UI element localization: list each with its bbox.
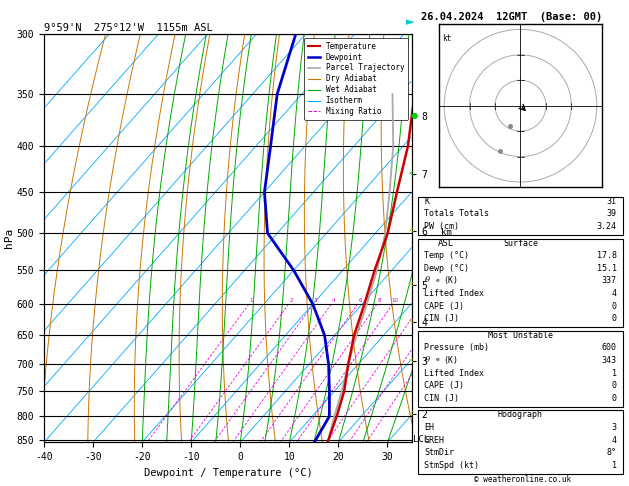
Text: LCL: LCL (413, 435, 429, 445)
Y-axis label: km
ASL: km ASL (438, 228, 454, 248)
Text: CIN (J): CIN (J) (425, 314, 459, 323)
Bar (418, 410, 623, 473)
Text: 4: 4 (611, 289, 616, 298)
Text: Most Unstable: Most Unstable (488, 331, 553, 340)
Text: ►: ► (406, 17, 415, 27)
Text: θ: θ (425, 277, 430, 284)
Text: <: < (409, 356, 414, 365)
Text: e: e (436, 278, 440, 283)
Text: 39: 39 (606, 209, 616, 219)
Y-axis label: hPa: hPa (4, 228, 14, 248)
Text: 2: 2 (289, 298, 292, 303)
Text: 17.8: 17.8 (596, 251, 616, 260)
Legend: Temperature, Dewpoint, Parcel Trajectory, Dry Adiabat, Wet Adiabat, Isotherm, Mi: Temperature, Dewpoint, Parcel Trajectory… (304, 38, 408, 120)
Text: © weatheronline.co.uk: © weatheronline.co.uk (474, 474, 571, 484)
Text: (K): (K) (443, 356, 458, 365)
Text: Totals Totals: Totals Totals (425, 209, 489, 219)
Bar (418, 239, 623, 327)
Text: 6: 6 (358, 298, 362, 303)
Text: 8°: 8° (606, 448, 616, 457)
Text: Dewp (°C): Dewp (°C) (425, 264, 469, 273)
Text: 26.04.2024  12GMT  (Base: 00): 26.04.2024 12GMT (Base: 00) (421, 12, 603, 22)
Bar (418, 197, 623, 235)
Text: 0: 0 (611, 382, 616, 390)
Text: <: < (409, 317, 414, 327)
Text: 1: 1 (611, 461, 616, 470)
Text: 8: 8 (377, 298, 381, 303)
Text: 337: 337 (601, 277, 616, 285)
Text: kt: kt (442, 35, 451, 43)
Text: CAPE (J): CAPE (J) (425, 302, 464, 311)
Text: 15.1: 15.1 (596, 264, 616, 273)
Text: 10: 10 (391, 298, 398, 303)
Text: 1: 1 (250, 298, 253, 303)
Text: θ: θ (425, 356, 430, 364)
Text: ●: ● (410, 111, 418, 120)
Text: 4: 4 (611, 435, 616, 445)
Text: Lifted Index: Lifted Index (425, 369, 484, 378)
Text: e: e (436, 358, 440, 363)
Text: 3: 3 (314, 298, 317, 303)
Text: 0: 0 (611, 314, 616, 323)
Text: 600: 600 (601, 344, 616, 352)
Text: (K): (K) (443, 277, 458, 285)
Text: <: < (409, 226, 414, 235)
Text: StmDir: StmDir (425, 448, 454, 457)
Text: 3: 3 (611, 423, 616, 432)
X-axis label: Dewpoint / Temperature (°C): Dewpoint / Temperature (°C) (143, 468, 313, 478)
Text: <: < (409, 409, 414, 418)
Text: Surface: Surface (503, 239, 538, 247)
Text: 4: 4 (331, 298, 335, 303)
Text: SREH: SREH (425, 435, 445, 445)
Text: EH: EH (425, 423, 435, 432)
Text: Lifted Index: Lifted Index (425, 289, 484, 298)
Text: 0: 0 (611, 302, 616, 311)
Text: Hodograph: Hodograph (498, 410, 543, 419)
Text: CAPE (J): CAPE (J) (425, 382, 464, 390)
Text: 31: 31 (606, 197, 616, 206)
Text: 343: 343 (601, 356, 616, 365)
Text: 1: 1 (611, 369, 616, 378)
Text: <: < (409, 280, 414, 289)
Text: 9°59'N  275°12'W  1155m ASL: 9°59'N 275°12'W 1155m ASL (44, 23, 213, 33)
Text: <: < (409, 170, 414, 179)
Text: StmSpd (kt): StmSpd (kt) (425, 461, 479, 470)
Text: Pressure (mb): Pressure (mb) (425, 344, 489, 352)
Text: K: K (425, 197, 430, 206)
Text: 3.24: 3.24 (596, 222, 616, 231)
Text: CIN (J): CIN (J) (425, 394, 459, 403)
Text: Temp (°C): Temp (°C) (425, 251, 469, 260)
Text: PW (cm): PW (cm) (425, 222, 459, 231)
Text: 0: 0 (611, 394, 616, 403)
Bar (418, 331, 623, 407)
